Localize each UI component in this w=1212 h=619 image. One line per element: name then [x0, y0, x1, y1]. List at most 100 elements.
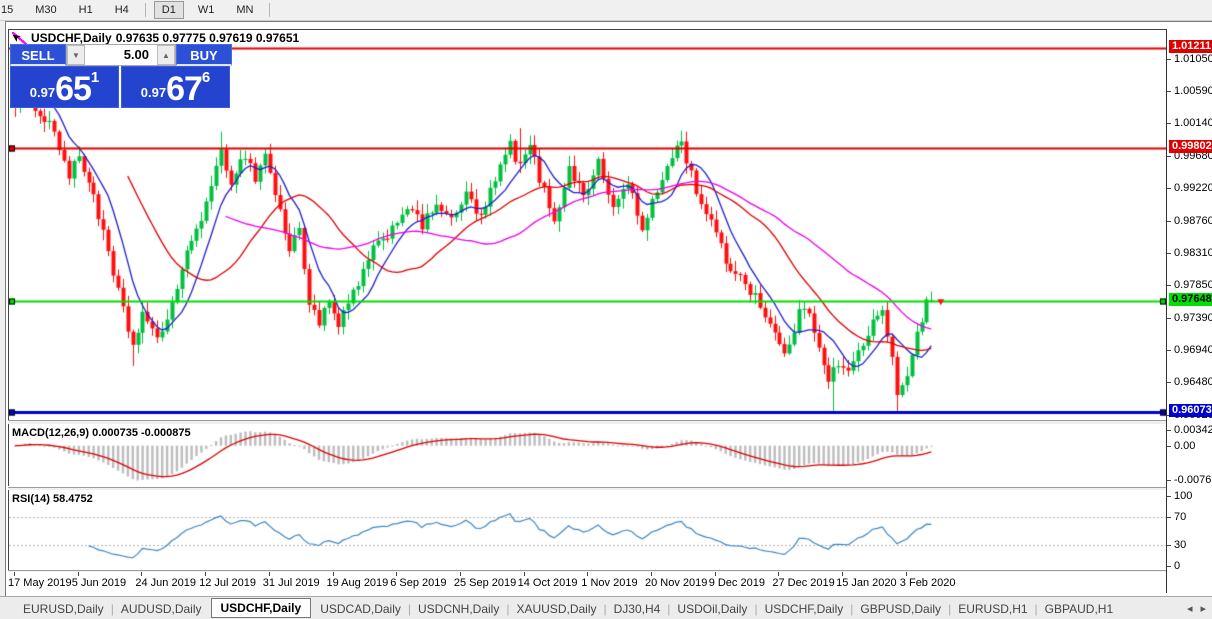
price-level-badge: 1.01211 [1169, 40, 1212, 54]
price-level-badge: 0.97648 [1169, 292, 1212, 306]
price-axis-tick [1167, 123, 1171, 125]
date-axis-label: 6 Sep 2019 [390, 577, 447, 589]
rsi-axis-label: 100 [1174, 490, 1193, 502]
chart-tab-usdoil-daily[interactable]: USDOil,Daily [677, 601, 748, 616]
date-axis-tick [651, 572, 652, 576]
macd-panel-canvas[interactable] [8, 424, 1167, 486]
date-axis-tick [842, 572, 844, 576]
price-axis-label: 1.00140 [1174, 117, 1212, 130]
price-axis-label: 1.00590 [1174, 85, 1212, 98]
rsi-indicator-label: RSI(14) 58.4752 [12, 493, 93, 505]
buy-price-display[interactable]: 0.97 67 6 [121, 66, 230, 108]
date-axis-tick [332, 572, 334, 576]
scroll-right-arrow[interactable]: ▸ [1200, 603, 1206, 615]
timeframe-button-15[interactable]: 15 [1, 4, 14, 16]
rsi-panel-canvas[interactable] [8, 490, 1167, 570]
buy-price-point: 6 [201, 69, 211, 86]
rsi-axis-label: 70 [1174, 511, 1187, 523]
tab-separator: | [110, 601, 114, 616]
date-axis-label: 27 Dec 2019 [772, 577, 835, 589]
chart-tab-eurusd-h1[interactable]: EURUSD,H1 [958, 601, 1028, 616]
chart-tab-gbpaud-h1[interactable]: GBPAUD,H1 [1044, 601, 1114, 616]
sell-price-display[interactable]: 0.97 65 1 [10, 66, 119, 108]
rsi-axis-tick [1167, 517, 1171, 518]
chart-tab-usdcnh-daily[interactable]: USDCNH,Daily [418, 601, 500, 616]
price-axis-label: 0.96480 [1174, 376, 1212, 389]
date-axis-label: 15 Jan 2020 [836, 577, 897, 589]
date-axis-tick [459, 572, 461, 576]
date-axis-tick [396, 572, 398, 576]
tab-separator: | [603, 601, 607, 616]
price-level-badge: 0.99802 [1169, 140, 1212, 154]
date-axis-label: 24 Jun 2019 [135, 577, 196, 589]
chart-tab-xauusd-daily[interactable]: XAUUSD,Daily [516, 601, 597, 616]
date-axis-tick [14, 572, 15, 576]
date-axis-label: 9 Dec 2019 [708, 577, 765, 589]
date-axis-tick [268, 572, 270, 576]
volume-stepper: ▼ 5.00 ▲ [66, 44, 176, 66]
price-axis[interactable]: 1.01050 1.00590 1.00140 0.99680 0.99220 0.987… [1166, 29, 1212, 593]
timeframe-button-m30[interactable]: M30 [35, 4, 57, 16]
timeframe-button-mn[interactable]: MN [236, 4, 254, 16]
buy-button[interactable]: BUY [176, 44, 232, 66]
date-axis-label: 17 May 2019 [8, 577, 72, 589]
date-axis-label: 19 Aug 2019 [326, 577, 389, 589]
date-axis-tick [587, 572, 589, 576]
macd-axis-tick [1167, 445, 1171, 447]
rsi-axis-tick [1167, 566, 1171, 567]
date-axis-tick [714, 572, 716, 576]
price-axis-tick [1167, 349, 1171, 351]
chart-tab-usdchf-daily[interactable]: USDCHF,Daily [210, 598, 312, 618]
date-axis-tick [205, 572, 207, 576]
date-axis-label: 31 Jul 2019 [262, 577, 320, 589]
date-axis-tick [523, 572, 525, 576]
chart-ohlc-values: 0.97635 0.97775 0.97619 0.97651 [115, 31, 300, 45]
date-axis-tick [77, 572, 79, 576]
volume-decrease-button[interactable]: ▼ [67, 45, 85, 65]
volume-increase-button[interactable]: ▲ [157, 45, 175, 65]
price-level-badge: 0.96073 [1169, 404, 1212, 417]
macd-axis-label: 0.00 [1174, 439, 1196, 452]
tab-separator: | [1034, 601, 1038, 616]
timeframe-button-d1[interactable]: D1 [153, 1, 184, 19]
price-axis-label: 0.97850 [1174, 279, 1212, 292]
price-axis-label: 0.98760 [1174, 214, 1212, 227]
chart-tab-usdcad-daily[interactable]: USDCAD,Daily [320, 601, 401, 616]
price-axis-label: 1.01050 [1174, 52, 1212, 65]
toolbar-separator [269, 3, 271, 17]
sell-button[interactable]: SELL [10, 44, 66, 66]
volume-input[interactable]: 5.00 [123, 47, 149, 62]
scroll-left-arrow[interactable]: ◂ [1186, 603, 1193, 615]
chart-tab-eurusd-daily[interactable]: EURUSD,Daily [23, 601, 104, 616]
buy-price-prefix: 0.97 [140, 85, 167, 100]
date-axis[interactable]: 17 May 2019 5 Jun 2019 24 Jun 2019 12 Jul 2… [8, 572, 1166, 593]
price-axis-tick [1167, 58, 1171, 60]
macd-axis-tick [1167, 479, 1171, 481]
tab-separator: | [407, 601, 411, 616]
macd-axis-label: 0.003428 [1174, 424, 1212, 437]
sell-price-prefix: 0.97 [29, 85, 56, 100]
timeframe-button-h1[interactable]: H1 [78, 4, 93, 16]
chart-tab-dj30-h4[interactable]: DJ30,H4 [613, 601, 661, 616]
sell-price-pips: 65 [55, 70, 92, 108]
tab-separator: | [667, 601, 671, 616]
price-axis-tick [1167, 317, 1171, 319]
price-axis-tick [1167, 220, 1171, 222]
trendline-cursor-icon [12, 31, 27, 45]
chart-tab-gbpusd-daily[interactable]: GBPUSD,Daily [860, 601, 942, 616]
price-axis-tick [1167, 91, 1171, 93]
chart-tab-usdchf-daily[interactable]: USDCHF,Daily [764, 601, 844, 616]
macd-axis-tick [1167, 430, 1171, 432]
date-axis-tick [778, 572, 780, 576]
date-axis-tick [141, 572, 143, 576]
price-axis-tick [1167, 382, 1171, 384]
tab-separator: | [506, 601, 510, 616]
tab-separator: | [850, 601, 854, 616]
price-axis-label: 0.97390 [1174, 311, 1212, 324]
timeframe-button-w1[interactable]: W1 [197, 4, 215, 16]
rsi-axis-tick [1167, 545, 1171, 546]
timeframe-button-h4[interactable]: H4 [114, 4, 129, 16]
chart-title: USDCHF,Daily 0.97635 0.97775 0.97619 0.9… [12, 31, 299, 45]
chart-tab-audusd-daily[interactable]: AUDUSD,Daily [120, 601, 202, 616]
